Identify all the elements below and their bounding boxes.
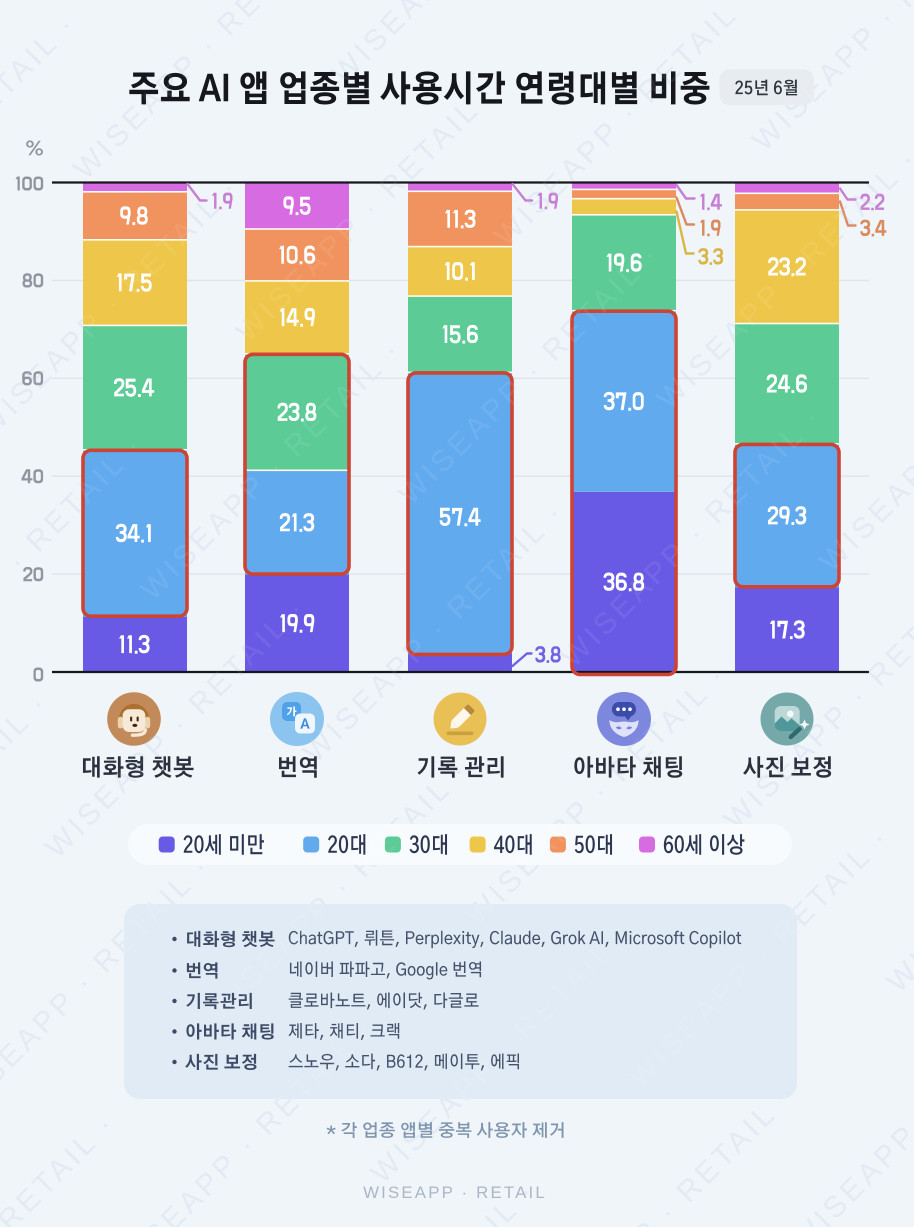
svg-text:WISEAPP · RETAIL: WISEAPP · RETAIL	[363, 1183, 547, 1202]
